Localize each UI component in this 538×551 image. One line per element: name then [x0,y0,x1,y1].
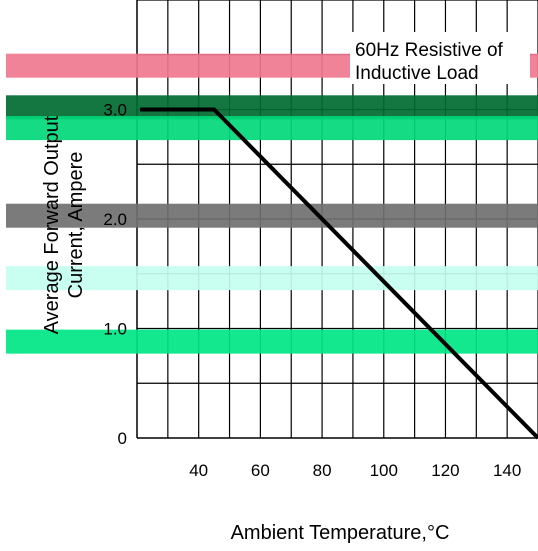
series-layer [140,107,538,440]
y-tick-label: 3.0 [103,101,127,120]
annotation-line-1: 60Hz Resistive of [355,40,504,61]
y-tick-label: 0 [118,429,127,448]
x-tick-labels: 40 60 80 100 120 140 [189,461,521,480]
highlight-band-4 [6,203,538,228]
y-tick-label: 2.0 [103,210,127,229]
y-axis-title-line-2: Current, Ampere [65,152,87,299]
highlight-band-6 [6,329,538,354]
y-tick-labels: 0 1.0 2.0 3.0 [103,101,127,449]
y-axis-title-line-1: Average Forward Output [41,115,63,334]
x-tick-label: 100 [370,461,398,480]
x-tick-label: 120 [431,461,459,480]
y-tick-label: 1.0 [103,320,127,339]
x-axis-title: Ambient Temperature,°C [231,522,450,544]
series-line-1 [140,107,538,440]
x-tick-label: 40 [189,461,208,480]
highlight-band-5 [6,266,538,291]
x-tick-label: 140 [493,461,521,480]
annotation-line-2: Inductive Load [355,63,479,84]
highlight-band-2 [6,95,538,120]
annotation-background [350,32,530,84]
x-tick-label: 60 [251,461,270,480]
x-tick-label: 80 [313,461,332,480]
highlight-band-3 [6,116,538,141]
